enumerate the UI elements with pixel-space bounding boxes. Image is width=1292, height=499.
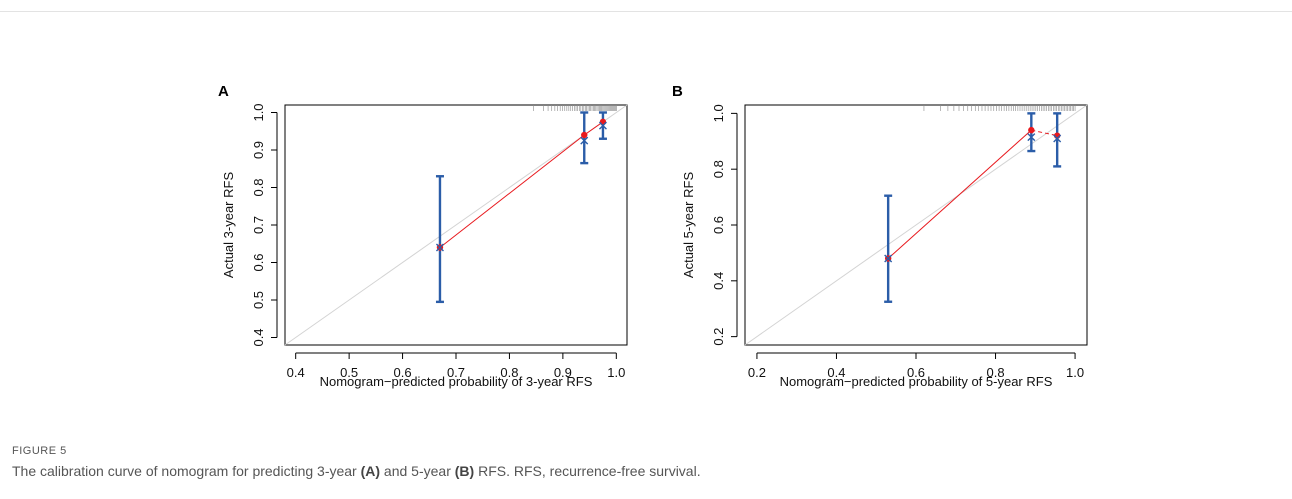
panel-a-y-tick-label: 0.9	[251, 141, 266, 159]
panel-b-bias-corrected-point	[1027, 133, 1036, 142]
panel-b-observed-line-segment	[887, 129, 1032, 259]
panel-a-observed-line-segment	[439, 134, 585, 248]
calibration-figure: A Nomogram−predicted probability of 3-ye…	[218, 83, 1088, 389]
panel-b-observed-line-segment	[1031, 129, 1058, 137]
panel-a-frame	[284, 104, 628, 346]
panel-b-y-tick-label: 0.4	[711, 272, 726, 290]
caption-ref-a: (A)	[360, 463, 381, 479]
caption-text: The calibration curve of nomogram for pr…	[12, 463, 1282, 479]
panel-a: A Nomogram−predicted probability of 3-ye…	[218, 83, 628, 389]
panel-a-observed-point	[581, 131, 588, 139]
caption-ref-b: (B)	[454, 463, 475, 479]
panel-b: B Nomogram−predicted probability of 5-ye…	[672, 83, 1088, 389]
panel-a-x-tick-label: 0.8	[500, 365, 518, 380]
panel-b-x-tick-label: 1.0	[1066, 365, 1084, 380]
panel-a-x-tick-label: 0.4	[287, 365, 305, 380]
panel-a-y-axis-label: Actual 3-year RFS	[221, 172, 236, 279]
panel-a-x-tick-label: 1.0	[607, 365, 625, 380]
panel-a-bias-corrected-point	[435, 243, 444, 252]
panel-b-bias-corrected-point	[884, 254, 893, 263]
panel-a-y-tick-label: 0.6	[251, 253, 266, 271]
panel-b-observed-point	[1028, 126, 1035, 134]
figure-label: FIGURE 5	[12, 445, 67, 457]
panel-a-letter: A	[218, 83, 229, 100]
panel-a-x-tick-label: 0.9	[554, 365, 572, 380]
panel-a-reference-line	[284, 104, 628, 346]
panel-b-y-tick-label: 0.6	[711, 216, 726, 234]
panel-a-x-tick-label: 0.7	[447, 365, 465, 380]
panel-b-x-tick-label: 0.4	[827, 365, 845, 380]
panel-a-bias-corrected-point	[580, 136, 589, 145]
panel-b-x-tick-label: 0.6	[907, 365, 925, 380]
panel-b-y-axis-label: Actual 5-year RFS	[681, 172, 696, 279]
panel-b-frame	[744, 104, 1088, 346]
panel-a-observed-line-segment	[583, 121, 604, 136]
panel-b-y-tick-label: 0.8	[711, 160, 726, 178]
panel-a-y-tick-label: 0.7	[251, 216, 266, 234]
panel-a-bias-corrected-point	[598, 121, 607, 130]
panel-a-y-tick-label: 1.0	[251, 103, 266, 121]
caption-part-1: The calibration curve of nomogram for pr…	[12, 463, 361, 479]
panel-b-reference-line	[744, 104, 1088, 346]
caption-part-2: and 5-year	[380, 463, 455, 479]
panel-a-x-tick-label: 0.6	[394, 365, 412, 380]
panel-b-y-tick-label: 0.2	[711, 328, 726, 346]
panel-a-x-tick-label: 0.5	[340, 365, 358, 380]
panel-a-y-tick-label: 0.5	[251, 291, 266, 309]
panel-a-y-tick-label: 0.4	[251, 328, 266, 346]
figure-caption: FIGURE 5 The calibration curve of nomogr…	[12, 445, 1282, 479]
panel-b-x-tick-label: 0.2	[748, 365, 766, 380]
panel-b-y-tick-label: 1.0	[711, 104, 726, 122]
panel-b-x-axis-label: Nomogram−predicted probability of 5-year…	[780, 374, 1053, 389]
panel-a-y-tick-label: 0.8	[251, 178, 266, 196]
panel-a-x-axis-label: Nomogram−predicted probability of 3-year…	[320, 374, 593, 389]
top-divider	[0, 11, 1292, 12]
caption-part-3: RFS. RFS, recurrence-free survival.	[474, 463, 701, 479]
panel-b-x-tick-label: 0.8	[986, 365, 1004, 380]
panel-b-letter: B	[672, 83, 683, 100]
panel-b-bias-corrected-point	[1053, 134, 1062, 143]
